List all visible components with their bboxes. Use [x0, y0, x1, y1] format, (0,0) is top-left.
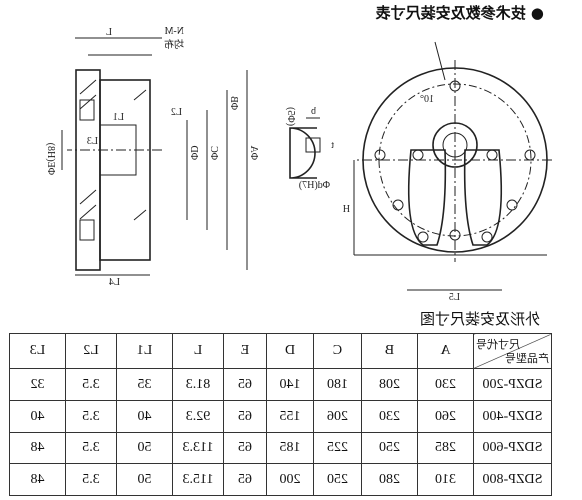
value-cell: 140: [266, 368, 314, 401]
key: [305, 137, 321, 153]
nm-label: N-M: [164, 26, 184, 37]
angle-label: 10°: [420, 94, 434, 105]
table-row: SDZP-800 310 280 250 200 65 115.3 50 3.5 48: [9, 463, 552, 496]
value-cell: 208: [361, 368, 418, 401]
value-cell: 250: [361, 432, 418, 464]
phi-d-label: Φd(H7): [299, 180, 330, 191]
l2-label: L2: [171, 107, 182, 118]
model-cell: SDZP-200: [473, 368, 552, 401]
body: [99, 79, 151, 261]
column-header: L3: [9, 333, 66, 369]
b-label: b: [311, 106, 316, 117]
value-cell: 185: [266, 432, 314, 464]
value-cell: 65: [223, 432, 267, 464]
column-header: B: [361, 333, 418, 369]
column-header: L: [172, 333, 224, 369]
column-header: A: [417, 333, 474, 369]
value-cell: 32: [9, 368, 66, 401]
column-header: L2: [65, 333, 117, 369]
l3-label: L3: [87, 136, 98, 147]
l-label: L: [106, 27, 112, 38]
value-cell: 48: [9, 463, 66, 496]
value-cell: 260: [417, 400, 474, 433]
caption: 外形及安装尺寸图: [419, 310, 540, 328]
value-cell: 65: [223, 463, 267, 496]
value-cell: 3.5: [65, 432, 117, 464]
phi-d-label: ΦD: [188, 145, 199, 160]
value-cell: 250: [313, 463, 362, 496]
value-cell: 180: [313, 368, 362, 401]
model-cell: SDZP-800: [473, 463, 552, 496]
value-cell: 310: [417, 463, 474, 496]
phi-a-label: ΦA: [248, 145, 259, 160]
value-cell: 230: [361, 400, 418, 433]
column-header: C: [313, 333, 362, 369]
value-cell: 81.3: [172, 368, 224, 401]
model-cell: SDZP-400: [473, 400, 552, 433]
value-cell: 3.5: [65, 400, 117, 433]
value-cell: 285: [417, 432, 474, 464]
dim-lines: [61, 70, 248, 270]
phi-c-label: ΦC: [208, 146, 219, 160]
phi-b-label: ΦB: [228, 96, 239, 110]
spec-table: 尺寸代号 产品型号 A B C D E L L1 L2 L3 SDZP-200 230 208 180 140…: [9, 333, 552, 496]
value-cell: 40: [116, 400, 173, 433]
value-cell: 40: [9, 400, 66, 433]
value-cell: 65: [223, 400, 267, 433]
table-row: SDZP-400 260 230 206 155 65 92.3 40 3.5 40: [9, 400, 552, 433]
header-row: 尺寸代号 产品型号 A B C D E L L1 L2 L3: [9, 333, 552, 369]
h-label: H: [343, 204, 350, 215]
table-row: SDZP-600 285 250 225 185 65 113.3 50 3.5 48: [9, 432, 552, 464]
value-cell: 155: [266, 400, 314, 433]
corner-bottom: 产品型号: [505, 352, 549, 365]
value-cell: 113.3: [172, 432, 224, 464]
value-cell: 50: [116, 463, 173, 496]
keyway: [289, 127, 317, 179]
value-cell: 230: [417, 368, 474, 401]
value-cell: 225: [313, 432, 362, 464]
leader: [434, 41, 446, 81]
table-body: 尺寸代号 产品型号 A B C D E L L1 L2 L3 SDZP-200 230 208 180 140…: [9, 333, 552, 496]
l1-label: L1: [113, 112, 124, 123]
value-cell: 206: [313, 400, 362, 433]
column-header: E: [223, 333, 267, 369]
value-cell: 115.3: [172, 463, 224, 496]
t-label: t: [331, 140, 334, 151]
table-row: SDZP-200 230 208 180 140 65 81.3 35 3.5 32: [9, 368, 552, 401]
value-cell: 35: [116, 368, 173, 401]
column-header: L1: [116, 333, 173, 369]
value-cell: 48: [9, 432, 66, 464]
l4-label: L4: [109, 277, 120, 288]
uniform-label: 均布: [164, 39, 184, 51]
corner-cell: 尺寸代号 产品型号: [473, 333, 552, 369]
value-cell: 92.3: [172, 400, 224, 433]
value-cell: 3.5: [65, 463, 117, 496]
value-cell: 3.5: [65, 368, 117, 401]
l5-label: L5: [449, 292, 460, 303]
drawing: 10° H L5 b t (Φ5) Φd(H7) N-M 均布 L L2 L3 …: [45, 26, 552, 303]
model-cell: SDZP-600: [473, 432, 552, 464]
value-cell: 280: [361, 463, 418, 496]
column-header: D: [266, 333, 314, 369]
arms: [407, 149, 503, 246]
hatching: [79, 79, 147, 241]
phi5-label: (Φ5): [285, 107, 296, 126]
phi-e-label: ΦE(H8): [45, 143, 56, 175]
value-cell: 50: [116, 432, 173, 464]
value-cell: 65: [223, 368, 267, 401]
value-cell: 200: [266, 463, 314, 496]
